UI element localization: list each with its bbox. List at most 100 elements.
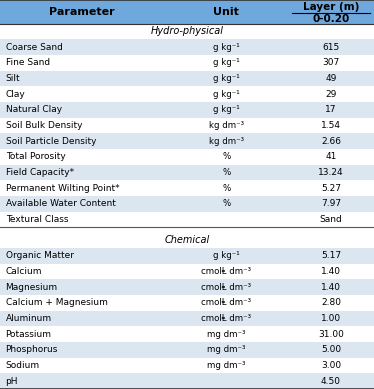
Text: 307: 307: [322, 58, 340, 67]
Bar: [0, 102, 165, 117]
Bar: [288, 342, 374, 357]
Bar: [165, 326, 288, 342]
Bar: [0, 39, 165, 55]
Bar: [288, 149, 374, 165]
Text: Aluminum: Aluminum: [6, 314, 52, 323]
Text: 2.66: 2.66: [321, 137, 341, 145]
Text: Parameter: Parameter: [49, 7, 115, 17]
Bar: [165, 373, 288, 389]
Bar: [0, 357, 165, 373]
Bar: [165, 165, 288, 180]
Text: 5.17: 5.17: [321, 251, 341, 260]
Text: Calcium + Magnesium: Calcium + Magnesium: [6, 298, 107, 307]
Bar: [0, 86, 165, 102]
Bar: [288, 0, 374, 23]
Bar: [288, 326, 374, 342]
Text: Potassium: Potassium: [6, 329, 52, 338]
Text: 13.24: 13.24: [318, 168, 344, 177]
Text: g kg⁻¹: g kg⁻¹: [213, 74, 240, 83]
Bar: [165, 263, 288, 279]
Bar: [165, 117, 288, 133]
Bar: [288, 180, 374, 196]
Bar: [165, 180, 288, 196]
Text: 1.00: 1.00: [321, 314, 341, 323]
Bar: [165, 212, 288, 228]
Bar: [165, 55, 288, 70]
Text: Layer (m): Layer (m): [303, 2, 359, 12]
Bar: [288, 196, 374, 212]
Text: Soil Particle Density: Soil Particle Density: [6, 137, 96, 145]
Text: Field Capacity*: Field Capacity*: [6, 168, 74, 177]
Bar: [165, 196, 288, 212]
Text: Calcium: Calcium: [6, 267, 42, 276]
Bar: [165, 0, 288, 23]
Bar: [165, 232, 288, 248]
Bar: [165, 295, 288, 310]
Bar: [288, 117, 374, 133]
Text: cmolⱠ dm⁻³: cmolⱠ dm⁻³: [201, 267, 251, 276]
Bar: [0, 212, 165, 228]
Bar: [0, 0, 165, 23]
Bar: [288, 165, 374, 180]
Bar: [0, 263, 165, 279]
Bar: [165, 86, 288, 102]
Bar: [288, 24, 374, 39]
Bar: [288, 357, 374, 373]
Bar: [288, 133, 374, 149]
Bar: [288, 279, 374, 295]
Text: 4.50: 4.50: [321, 377, 341, 385]
Text: 41: 41: [325, 152, 337, 161]
Bar: [0, 326, 165, 342]
Text: Sodium: Sodium: [6, 361, 40, 370]
Bar: [288, 295, 374, 310]
Text: Chemical: Chemical: [165, 235, 209, 245]
Text: 29: 29: [325, 89, 337, 99]
Text: 0-0.20: 0-0.20: [312, 14, 350, 24]
Text: g kg⁻¹: g kg⁻¹: [213, 58, 240, 67]
Text: 2.80: 2.80: [321, 298, 341, 307]
Text: cmolⱠ dm⁻³: cmolⱠ dm⁻³: [201, 282, 251, 291]
Text: 5.00: 5.00: [321, 345, 341, 354]
Text: cmolⱠ dm⁻³: cmolⱠ dm⁻³: [201, 298, 251, 307]
Text: Magnesium: Magnesium: [6, 282, 58, 291]
Text: pH: pH: [6, 377, 18, 385]
Bar: [288, 248, 374, 263]
Text: 3.00: 3.00: [321, 361, 341, 370]
Text: Fine Sand: Fine Sand: [6, 58, 50, 67]
Bar: [288, 55, 374, 70]
Text: 615: 615: [322, 42, 340, 52]
Text: Clay: Clay: [6, 89, 25, 99]
Text: g kg⁻¹: g kg⁻¹: [213, 251, 240, 260]
Bar: [0, 295, 165, 310]
Bar: [0, 165, 165, 180]
Bar: [0, 196, 165, 212]
Text: Available Water Content: Available Water Content: [6, 200, 116, 209]
Bar: [288, 232, 374, 248]
Bar: [288, 212, 374, 228]
Text: g kg⁻¹: g kg⁻¹: [213, 42, 240, 52]
Bar: [165, 133, 288, 149]
Text: %: %: [222, 168, 230, 177]
Text: %: %: [222, 184, 230, 193]
Text: 1.54: 1.54: [321, 121, 341, 130]
Bar: [0, 342, 165, 357]
Bar: [165, 248, 288, 263]
Bar: [0, 133, 165, 149]
Bar: [0, 248, 165, 263]
Bar: [288, 39, 374, 55]
Bar: [165, 149, 288, 165]
Text: Textural Class: Textural Class: [6, 215, 68, 224]
Text: Coarse Sand: Coarse Sand: [6, 42, 62, 52]
Text: mg dm⁻³: mg dm⁻³: [207, 361, 245, 370]
Bar: [0, 24, 165, 39]
Bar: [288, 263, 374, 279]
Bar: [165, 70, 288, 86]
Text: g kg⁻¹: g kg⁻¹: [213, 89, 240, 99]
Bar: [288, 310, 374, 326]
Bar: [0, 117, 165, 133]
Bar: [288, 102, 374, 117]
Text: 7.97: 7.97: [321, 200, 341, 209]
Text: Silt: Silt: [6, 74, 20, 83]
Bar: [0, 70, 165, 86]
Text: %: %: [222, 200, 230, 209]
